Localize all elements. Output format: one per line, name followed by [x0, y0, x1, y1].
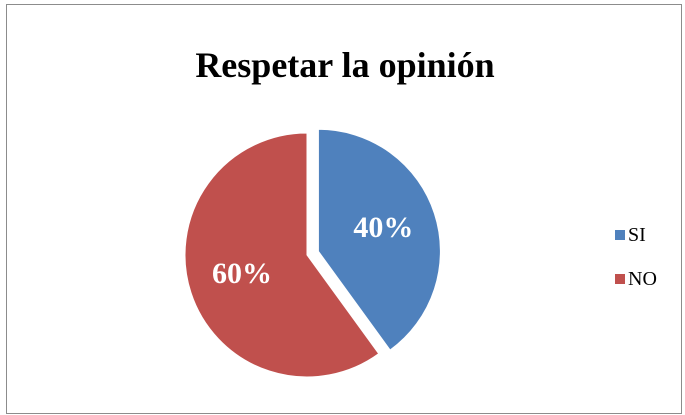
chart-title: Respetar la opinión — [195, 45, 495, 85]
legend-item-no: NO — [615, 267, 657, 291]
data-label-no: 60% — [212, 257, 272, 290]
pie-slices — [184, 128, 441, 378]
legend-swatch-no — [615, 274, 625, 284]
legend-item-si: SI — [615, 223, 657, 247]
legend-swatch-si — [615, 230, 625, 240]
pie-slice-si — [317, 128, 441, 351]
data-label-si: 40% — [353, 211, 413, 244]
legend-label-no: NO — [628, 267, 657, 290]
chart-frame: Respetar la opinión 40% 60% SI NO — [6, 4, 682, 414]
legend: SI NO — [615, 223, 657, 311]
legend-label-si: SI — [628, 223, 646, 246]
pie-chart: 40% 60% — [184, 128, 441, 378]
pie-labels: 40% 60% — [212, 211, 413, 290]
pie-slice-no — [184, 132, 380, 378]
